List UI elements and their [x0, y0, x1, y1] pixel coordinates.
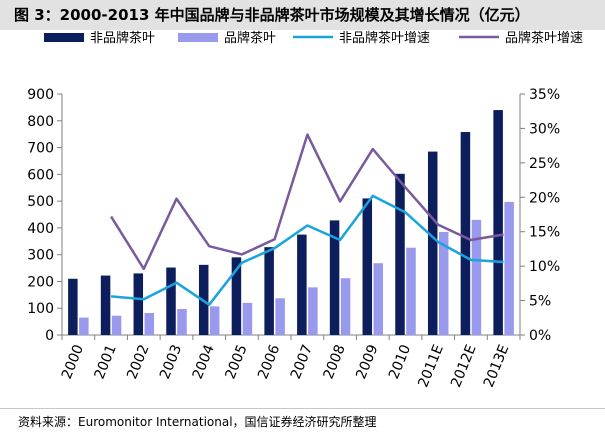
- bar: [79, 317, 89, 335]
- x-tick-label: 2011E: [415, 343, 446, 390]
- x-tick-label: 2013E: [481, 343, 512, 390]
- y-left-tick-label: 700: [27, 141, 54, 157]
- x-tick-label: 2010: [386, 343, 414, 382]
- y-left-tick-label: 600: [27, 167, 54, 183]
- lines: [110, 133, 504, 306]
- y-left-tick-label: 0: [45, 328, 54, 344]
- x-tick-label: 2006: [255, 342, 283, 381]
- bar: [209, 306, 220, 335]
- bar: [329, 220, 340, 335]
- bar: [427, 151, 438, 335]
- bars: [68, 110, 514, 335]
- series-line: [110, 133, 504, 271]
- y-right-tick-label: 20%: [529, 190, 560, 206]
- x-tick-label: 2000: [59, 343, 87, 382]
- x-tick-label: 2002: [124, 343, 152, 382]
- legend-label: 品牌茶叶: [224, 30, 276, 46]
- bar: [111, 315, 122, 335]
- bar: [100, 275, 111, 335]
- y-left-tick-label: 100: [27, 301, 54, 317]
- y-left-tick-label: 300: [27, 248, 54, 264]
- bar: [68, 278, 78, 335]
- bar: [438, 231, 449, 335]
- bar: [308, 287, 318, 335]
- x-tick-label: 2012E: [448, 343, 479, 390]
- bar: [297, 234, 307, 335]
- legend-label: 非品牌茶叶: [90, 30, 155, 46]
- y-right-tick-label: 10%: [529, 259, 560, 275]
- chart: 非品牌茶叶 品牌茶叶 非品牌茶叶增速 品牌茶叶增速 0 100 200 300 400 500 6…: [27, 30, 583, 390]
- y-left-tick-label: 500: [27, 194, 54, 210]
- legend-swatch: [178, 33, 218, 42]
- x-tick-label: 2009: [353, 343, 381, 382]
- bar: [373, 263, 384, 335]
- y-right-tick-label: 30%: [529, 121, 560, 137]
- y-right-tick-label: 5%: [529, 294, 551, 310]
- bar: [471, 219, 482, 335]
- x-tick-label: 2005: [222, 343, 250, 382]
- x-tick-label: 2007: [288, 343, 316, 382]
- bar: [166, 267, 176, 335]
- bar: [177, 309, 187, 335]
- bar: [275, 298, 285, 335]
- y-right-tick-label: 35%: [529, 87, 560, 103]
- bar: [264, 247, 274, 335]
- x-tick-label: 2003: [157, 343, 185, 382]
- bar: [231, 257, 242, 335]
- bar: [504, 201, 514, 335]
- legend: 非品牌茶叶 品牌茶叶 非品牌茶叶增速 品牌茶叶增速: [44, 30, 583, 46]
- bar: [460, 132, 471, 335]
- bar: [144, 313, 155, 335]
- legend-swatch: [44, 33, 84, 42]
- bar: [493, 110, 503, 335]
- legend-label: 品牌茶叶增速: [505, 30, 583, 46]
- legend-label: 非品牌茶叶增速: [339, 30, 430, 46]
- y-left-tick-label: 900: [27, 87, 54, 103]
- x-tick-label: 2001: [92, 343, 120, 382]
- source-divider: [0, 408, 605, 409]
- x-tick-label: 2008: [321, 343, 349, 382]
- y-left-tick-label: 400: [27, 221, 54, 237]
- series-line: [110, 194, 504, 306]
- page-title: 图 3：2000-2013 年中国品牌与非品牌茶叶市场规模及其增长情况（亿元）: [0, 0, 605, 30]
- y-right-tick-label: 15%: [529, 225, 560, 241]
- x-tick-label: 2004: [190, 342, 218, 381]
- bar: [340, 278, 351, 335]
- bar: [362, 198, 373, 335]
- bar: [242, 302, 253, 335]
- y-right-tick-label: 0%: [529, 328, 551, 344]
- y-right-tick-label: 25%: [529, 156, 560, 172]
- bar: [395, 173, 405, 335]
- bar: [406, 247, 416, 335]
- source-note: 资料来源：Euromonitor International，国信证券经济研究所…: [18, 415, 377, 429]
- y-left-tick-label: 200: [27, 274, 54, 290]
- bar: [133, 273, 144, 335]
- y-left-tick-label: 800: [27, 114, 54, 130]
